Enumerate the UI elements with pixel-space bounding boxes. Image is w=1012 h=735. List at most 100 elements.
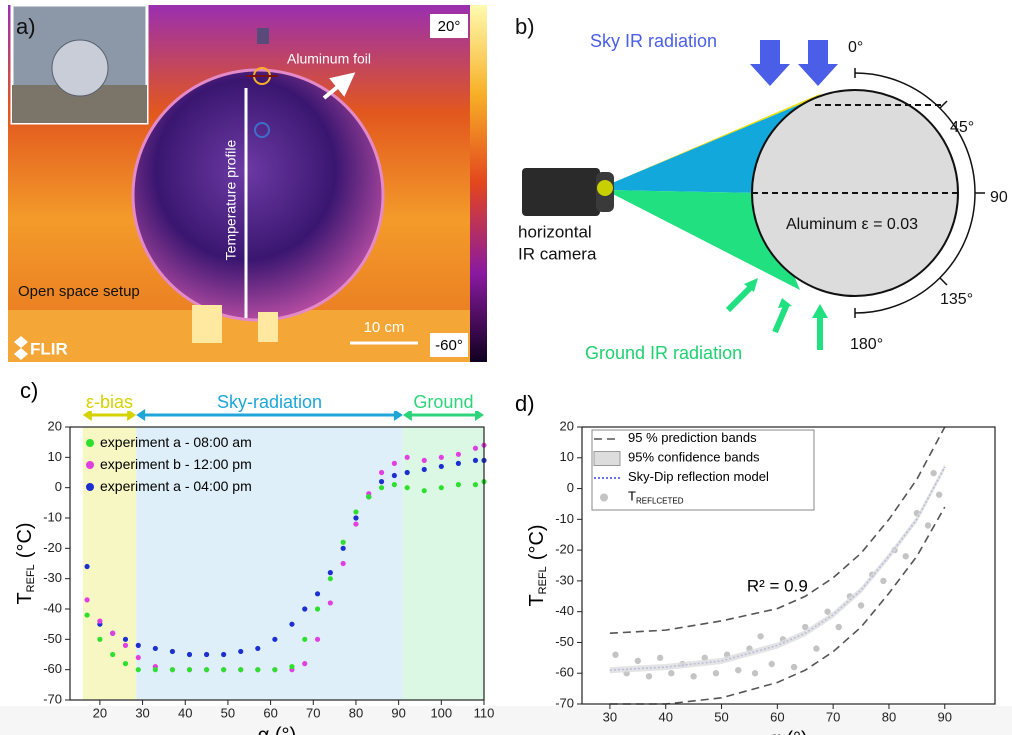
point <box>455 451 461 457</box>
point <box>135 654 141 661</box>
point <box>169 648 176 655</box>
point <box>880 577 887 585</box>
brand-icon <box>14 336 28 360</box>
camera-label: horizontal <box>518 222 592 241</box>
point <box>930 469 937 477</box>
y-tick-label: 20 <box>48 418 62 433</box>
region-label-bg <box>59 393 160 411</box>
point <box>353 521 359 527</box>
point <box>314 591 321 597</box>
point <box>612 651 619 658</box>
legend-label: Sky-Dip reflection model <box>628 469 769 484</box>
y-tick-label: -40 <box>43 600 62 615</box>
point <box>857 602 865 609</box>
series-line <box>609 426 946 635</box>
sky-arrows <box>750 40 838 86</box>
point <box>221 651 227 658</box>
point <box>110 651 116 658</box>
point <box>84 563 90 570</box>
x-tick-label: 70 <box>826 709 840 724</box>
x-tick-label: 80 <box>882 709 896 724</box>
footer-strip <box>0 706 1012 735</box>
x-tick-label: 50 <box>714 709 728 724</box>
legend-swatch <box>86 483 94 491</box>
point <box>813 645 820 652</box>
point <box>84 612 90 618</box>
y-axis-label: TREFL (°C) <box>526 524 549 606</box>
panel-b: b) Sky IR radiation Ground IR radiation … <box>515 14 1008 363</box>
point <box>902 553 909 560</box>
point <box>634 657 642 665</box>
point <box>757 633 764 640</box>
point <box>421 466 427 473</box>
y-tick-label: -30 <box>43 570 62 585</box>
point <box>122 642 129 649</box>
x-tick-label: 20 <box>93 705 107 720</box>
legend-name: 95% confidence bands <box>628 450 760 465</box>
point <box>255 645 261 652</box>
point <box>327 576 333 582</box>
y-axis-label: TREFL (°C) <box>14 522 37 604</box>
region-label: ε-bias <box>86 392 133 412</box>
arrow <box>322 72 356 100</box>
legend-box <box>591 429 815 511</box>
y-tick-label: -10 <box>555 511 574 526</box>
point <box>378 479 385 485</box>
point <box>768 660 775 668</box>
legend-swatch <box>593 451 621 466</box>
legend-label: experiment a - 08:00 am <box>100 434 252 450</box>
ground-cone <box>605 190 800 290</box>
y-tick-label: -70 <box>43 691 62 706</box>
point <box>824 608 831 615</box>
point <box>353 509 359 515</box>
ground-arrows <box>725 285 823 350</box>
region <box>402 427 484 700</box>
point <box>404 454 410 460</box>
point <box>97 636 103 642</box>
legend-subscript: REFLCETED <box>636 497 684 506</box>
x-axis-label: α (°) <box>769 728 807 735</box>
point <box>455 460 461 466</box>
y-tick-label: 10 <box>48 449 62 464</box>
marker <box>254 122 270 138</box>
point <box>238 667 244 673</box>
x-tick-label: 40 <box>178 705 192 720</box>
point <box>122 636 129 642</box>
legend-name: experiment b - 12:00 pm <box>100 456 252 472</box>
sky-label: Sky IR radiation <box>590 31 717 51</box>
inset-sphere <box>51 39 109 97</box>
point <box>289 664 295 670</box>
x-tick-label: 90 <box>938 709 952 724</box>
y-tick-label: -40 <box>555 603 574 618</box>
point <box>255 667 261 673</box>
y-label-unit: (°C) <box>526 524 548 560</box>
point <box>924 522 932 529</box>
cone-edge <box>605 93 822 186</box>
point <box>421 488 427 494</box>
point <box>378 469 385 476</box>
colorbar <box>470 5 487 362</box>
point <box>438 454 444 460</box>
region-label-bg <box>393 393 494 411</box>
region-label: Ground <box>413 392 473 412</box>
y-tick-label: -10 <box>43 509 62 524</box>
y-label-sub: REFL <box>537 566 549 594</box>
plot-frame <box>69 426 485 701</box>
point <box>97 618 103 624</box>
point <box>135 667 141 673</box>
setup-label: Open space setup <box>18 283 140 300</box>
point <box>391 482 397 488</box>
y-tick-label: -50 <box>43 631 62 646</box>
angle-label: 180° <box>850 336 883 353</box>
region <box>136 427 403 700</box>
ground-arrow-heads <box>744 278 828 318</box>
annotation: Aluminum foil <box>287 51 371 67</box>
x-tick-label: 70 <box>306 705 320 720</box>
marker-p <box>257 28 269 44</box>
point <box>438 485 444 491</box>
point <box>122 661 129 667</box>
legend-label: experiment b - 12:00 pm <box>100 456 252 472</box>
point <box>84 597 90 603</box>
point <box>169 667 176 673</box>
point <box>272 667 278 673</box>
